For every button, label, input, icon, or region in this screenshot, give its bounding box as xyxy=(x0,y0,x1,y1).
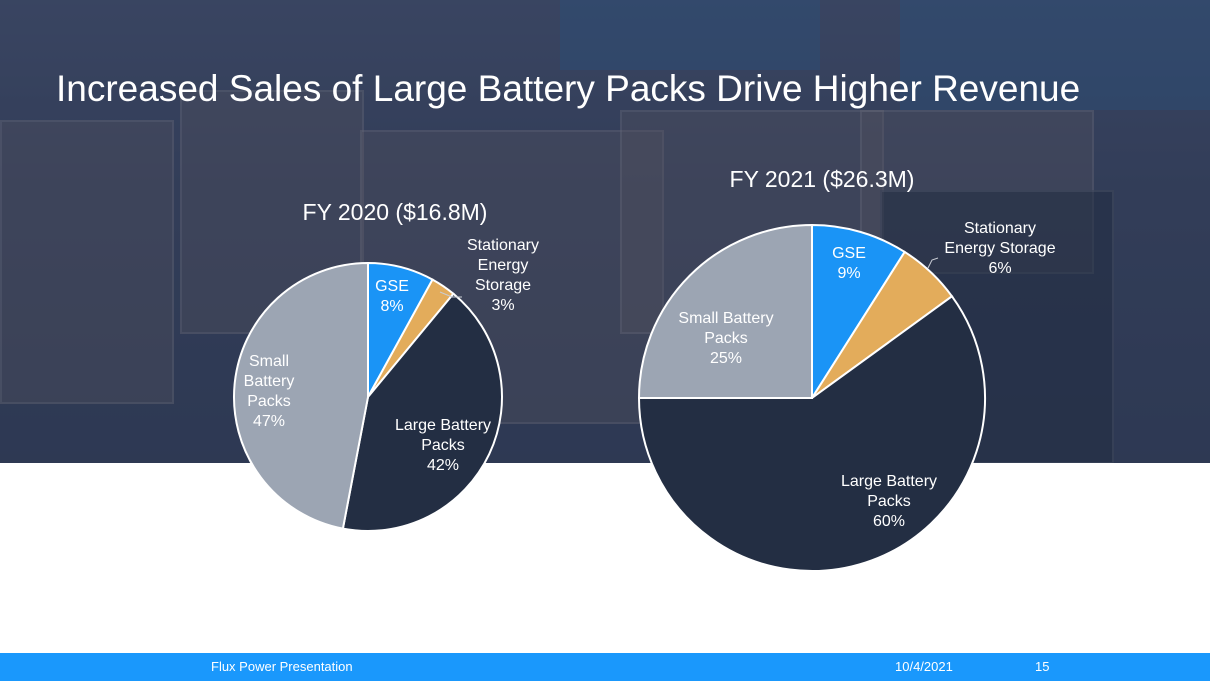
data-label: Stationary Energy Storage 6% xyxy=(944,220,1055,277)
data-label-category: Large Battery xyxy=(841,473,937,490)
pie-slice-small-battery-packs xyxy=(637,223,813,399)
slide-title: Increased Sales of Large Battery Packs D… xyxy=(56,68,1081,109)
data-label-value: 60% xyxy=(873,513,905,530)
data-label-value: 47% xyxy=(253,413,285,430)
footer-page-number: 15 xyxy=(1035,659,1050,674)
leader-line xyxy=(439,291,462,298)
data-label-value: 6% xyxy=(988,260,1011,277)
data-label: Large Battery Packs 42% xyxy=(395,417,491,474)
data-label-category: Packs xyxy=(247,393,291,410)
data-label-value: 9% xyxy=(837,265,860,282)
photo-crate xyxy=(0,120,174,404)
data-label: GSE 8% xyxy=(375,278,409,315)
footer-date: 10/4/2021 xyxy=(895,659,953,674)
data-label-category: Packs xyxy=(867,493,911,510)
data-label-category: Energy Storage xyxy=(944,240,1055,257)
footer-presentation-name: Flux Power Presentation xyxy=(211,659,353,674)
leader-line xyxy=(927,257,939,269)
pie-slice-gse xyxy=(811,223,907,402)
data-label-value: 3% xyxy=(491,297,514,314)
data-label-category: GSE xyxy=(832,245,866,262)
pie-slice-large-battery-packs xyxy=(637,294,986,572)
photo-wrap xyxy=(900,0,1210,110)
pie-slice-large-battery-packs xyxy=(341,292,503,532)
data-label-category: Large Battery xyxy=(395,417,491,434)
pie-chart-fy2021: FY 2021 ($26.3M) GSE 9% Stationary Energy St… xyxy=(637,166,1056,572)
data-label-category: GSE xyxy=(375,278,409,295)
footer-bar: Flux Power Presentation 10/4/2021 15 xyxy=(0,653,1210,681)
data-label-value: 42% xyxy=(427,457,459,474)
data-label: Large Battery Packs 60% xyxy=(841,473,937,530)
chart-title: FY 2020 ($16.8M) xyxy=(303,199,488,225)
data-label-category: Storage xyxy=(475,277,531,294)
data-label: Small Battery Packs 47% xyxy=(244,353,295,430)
data-label-category: Battery xyxy=(244,373,295,390)
data-label-category: Small xyxy=(249,353,289,370)
photo-wrap xyxy=(560,0,820,70)
data-label: Small Battery Packs 25% xyxy=(678,310,773,367)
photo-overlay xyxy=(0,0,1210,463)
data-label-value: 8% xyxy=(380,298,403,315)
data-label-category: Stationary xyxy=(964,220,1036,237)
data-label-category: Stationary xyxy=(467,237,539,254)
data-label-category: Packs xyxy=(704,330,748,347)
pie-chart-fy2020: FY 2020 ($16.8M) GSE 8% Stationary Energy Sto… xyxy=(233,199,539,532)
chart-title: FY 2021 ($26.3M) xyxy=(730,166,915,192)
data-label: GSE 9% xyxy=(832,245,866,282)
data-label-category: Energy xyxy=(478,257,529,274)
data-label: Stationary Energy Storage 3% xyxy=(467,237,539,314)
data-label-value: 25% xyxy=(710,350,742,367)
data-label-category: Small Battery xyxy=(678,310,773,327)
pie-slice-small-battery-packs xyxy=(233,261,369,530)
data-label-category: Packs xyxy=(421,437,465,454)
